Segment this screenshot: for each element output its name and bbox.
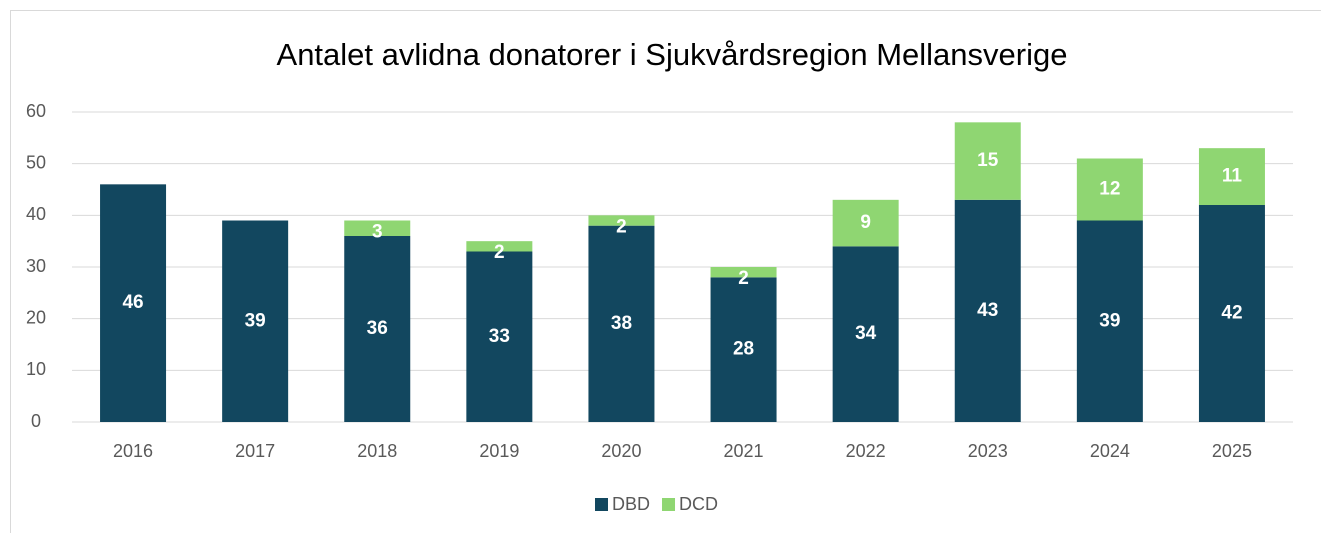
legend-label: DCD	[679, 494, 718, 514]
data-label: 43	[977, 300, 998, 321]
data-label: 33	[489, 326, 510, 347]
y-tick-label: 60	[26, 101, 46, 121]
x-tick-label: 2024	[1090, 441, 1130, 461]
data-label: 39	[1099, 310, 1120, 331]
chart-title: Antalet avlidna donatorer i Sjukvårdsreg…	[277, 37, 1068, 72]
y-tick-label: 40	[26, 204, 46, 224]
legend-label: DBD	[612, 494, 650, 514]
data-label: 42	[1221, 303, 1242, 324]
data-label: 12	[1099, 179, 1120, 200]
y-tick-label: 10	[26, 359, 46, 379]
y-tick-label: 50	[26, 152, 46, 172]
data-label: 38	[611, 313, 632, 334]
data-label: 2	[738, 268, 749, 289]
data-label: 46	[122, 292, 143, 313]
x-tick-label: 2017	[235, 441, 275, 461]
y-tick-label: 0	[31, 411, 41, 431]
x-tick-label: 2020	[601, 441, 641, 461]
x-tick-label: 2023	[968, 441, 1008, 461]
data-label: 28	[733, 339, 754, 360]
data-label: 2	[494, 242, 505, 263]
legend-swatch	[595, 498, 608, 511]
data-label: 3	[372, 222, 383, 243]
data-label: 11	[1222, 166, 1243, 187]
x-tick-label: 2016	[113, 441, 153, 461]
data-label: 36	[367, 318, 388, 339]
x-tick-label: 2022	[846, 441, 886, 461]
data-label: 15	[977, 150, 999, 171]
x-tick-label: 2018	[357, 441, 397, 461]
legend-swatch	[662, 498, 675, 511]
x-tick-label: 2019	[479, 441, 519, 461]
x-tick-label: 2025	[1212, 441, 1252, 461]
data-label: 2	[616, 216, 627, 237]
y-tick-label: 20	[26, 307, 46, 327]
x-tick-label: 2021	[724, 441, 764, 461]
y-tick-label: 30	[26, 256, 46, 276]
data-label: 9	[860, 212, 871, 233]
data-label: 39	[245, 310, 266, 331]
data-label: 34	[855, 323, 877, 344]
